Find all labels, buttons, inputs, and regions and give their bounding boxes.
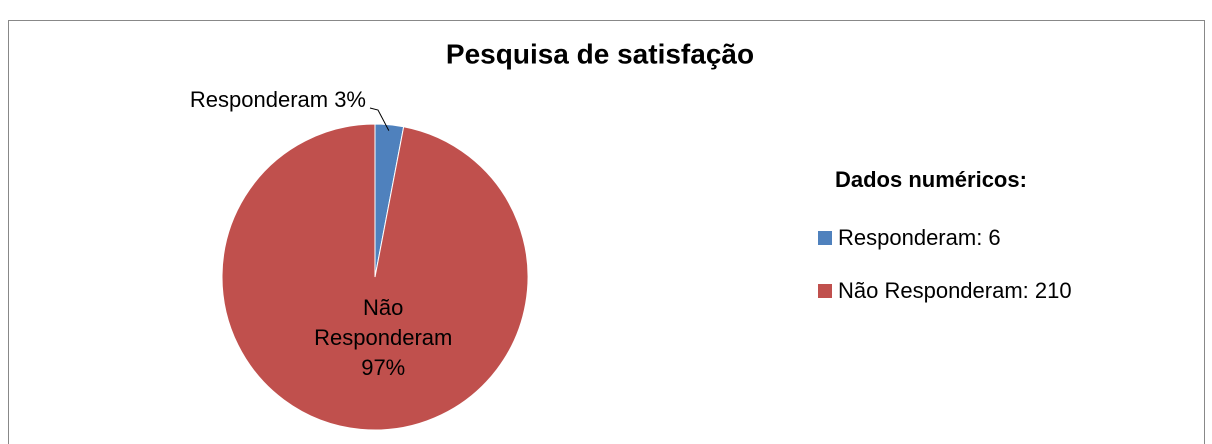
legend-entry: Não Responderam: 210	[838, 278, 1072, 303]
pie-slice	[221, 123, 529, 431]
legend-title: Dados numéricos:	[835, 167, 1027, 192]
legend-swatch	[818, 231, 832, 245]
legend-entry: Responderam: 6	[838, 225, 1001, 250]
leader-line	[369, 107, 390, 131]
data-label: Não Responderam 97%	[314, 294, 453, 380]
data-label: Responderam 3%	[190, 87, 366, 112]
chart-title: Pesquisa de satisfação	[446, 38, 754, 69]
chart-frame	[8, 20, 1205, 444]
legend-swatch	[818, 284, 832, 298]
